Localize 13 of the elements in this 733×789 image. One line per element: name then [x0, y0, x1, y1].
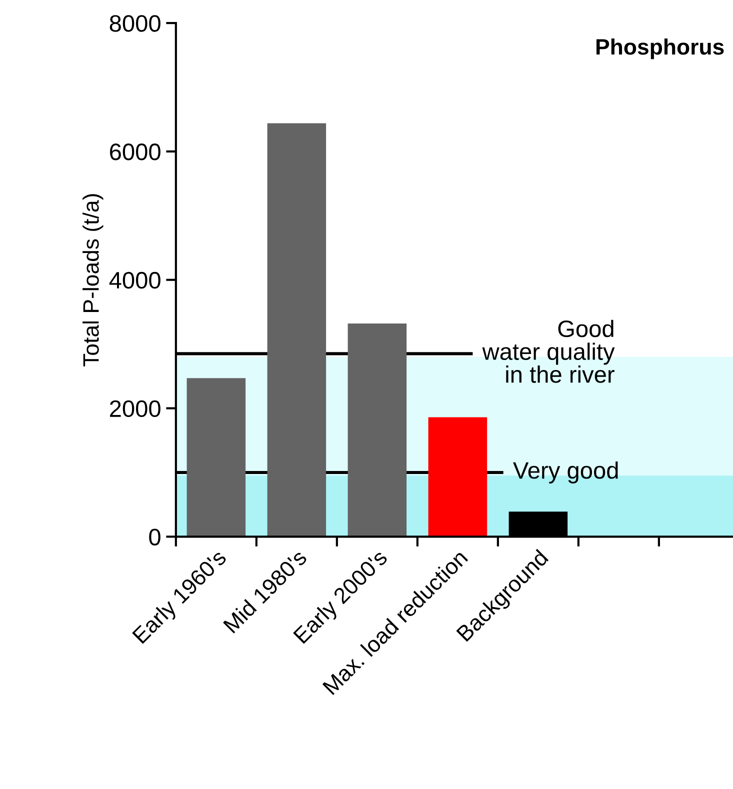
bar [186, 378, 246, 537]
y-tick-label: 2000 [110, 400, 160, 418]
ref-line-label: Good water quality in the river [482, 320, 615, 383]
ref-line-label: Very good [513, 461, 618, 484]
bar [348, 324, 407, 537]
bar [428, 417, 488, 537]
text: Phosphorus [596, 38, 724, 60]
y-tick-label: 6000 [110, 144, 160, 160]
y-tick-label: 0 [149, 528, 160, 546]
y-axis-title: Total P-loads (t/a) [82, 194, 104, 366]
y-tick-label: 4000 [109, 272, 160, 289]
bar [267, 123, 326, 537]
y-tick-label: 8000 [110, 15, 160, 32]
